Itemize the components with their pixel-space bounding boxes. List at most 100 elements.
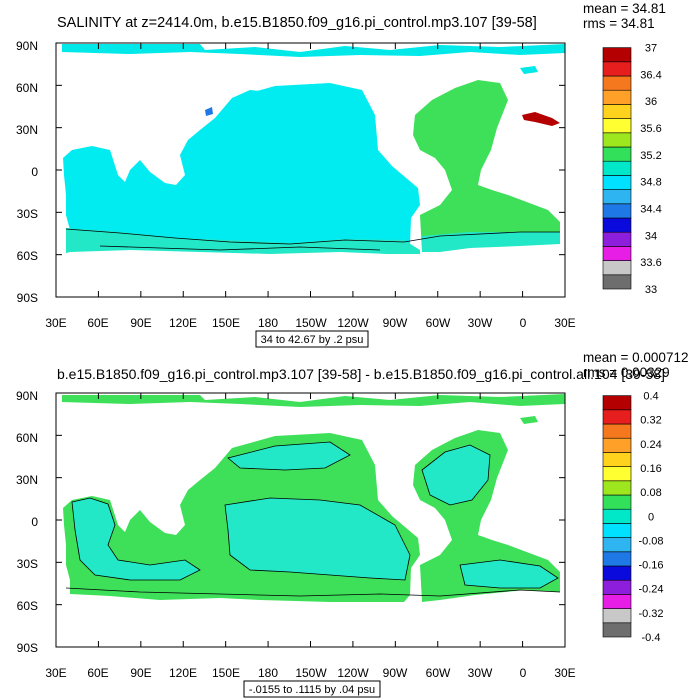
bottom-arctic-patch [520, 416, 538, 424]
lat-tick-label: 90N [16, 39, 38, 53]
lon-tick-label: 90E [130, 666, 151, 680]
lat-tick-label: 60S [17, 249, 38, 263]
bottom-axis-ticks [55, 392, 566, 648]
colorbar-swatch [602, 608, 632, 624]
colorbar-label: -0.24 [638, 584, 663, 596]
colorbar-swatch [602, 189, 632, 205]
bottom-pacific-teal [225, 498, 410, 580]
top-atlantic-ocean [413, 80, 560, 252]
colorbar-swatch [602, 579, 632, 595]
lon-tick-label: 180 [258, 666, 278, 680]
lon-tick-label: 90E [130, 316, 151, 330]
lon-tick-label: 30E [45, 666, 66, 680]
colorbar-label: 0.4 [643, 391, 658, 403]
colorbar-swatch [602, 480, 632, 496]
top-mediterranean-patch [522, 112, 560, 126]
colorbar-label: -0.4 [642, 632, 661, 644]
lon-tick-label: 90W [383, 666, 408, 680]
colorbar-swatch [602, 523, 632, 538]
colorbar-swatch [602, 260, 632, 276]
top-panel: SALINITY at z=2414.0m, b.e15.B1850.f09_g… [16, 1, 666, 348]
lat-tick-label: 90N [16, 389, 38, 403]
colorbar-swatch [602, 395, 632, 411]
lon-tick-label: 30E [45, 316, 66, 330]
lon-tick-label: 60W [426, 316, 451, 330]
lat-tick-label: 30S [17, 207, 38, 221]
bottom-mean-label: mean = 0.000712 [583, 350, 688, 365]
top-arctic-patch [520, 66, 538, 74]
lat-tick-label: 60S [17, 599, 38, 613]
lon-tick-label: 30W [468, 316, 493, 330]
lat-tick-label: 60N [16, 81, 38, 95]
bottom-rms-label: rms = 0.00329 [583, 365, 670, 380]
lon-tick-label: 30E [554, 666, 575, 680]
lat-tick-label: 90S [17, 291, 38, 305]
colorbar-swatch [602, 104, 632, 119]
colorbar-swatch [602, 423, 632, 439]
bottom-pacific-teal [228, 442, 350, 470]
colorbar-swatch [602, 622, 632, 638]
colorbar-swatch [602, 274, 632, 290]
colorbar-label: 0.08 [640, 487, 661, 499]
top-antarctica [56, 250, 565, 296]
lat-tick-label: 0 [31, 165, 38, 179]
lon-tick-label: 120W [337, 316, 369, 330]
colorbar-swatch [602, 494, 632, 510]
lon-tick-label: 120E [169, 316, 197, 330]
bottom-arctic-ocean [62, 394, 565, 407]
colorbar-swatch [602, 231, 632, 247]
bottom-panel: b.e15.B1850.f09_g16.pi_control.mp3.107 [… [16, 350, 688, 698]
colorbar-label: 36.4 [640, 69, 661, 81]
colorbar-swatch [602, 452, 632, 467]
bottom-atlantic-teal [460, 560, 558, 588]
lon-tick-label: 120W [337, 666, 369, 680]
top-colorbar: 33 33.6 34 34.4 34.8 35.2 35.6 36 36.4 37 [602, 43, 662, 296]
top-mean-label: mean = 34.81 [583, 1, 666, 16]
lon-tick-label: 150E [212, 316, 240, 330]
colorbar-label: -0.16 [638, 560, 663, 572]
bottom-contour-line [65, 587, 561, 597]
colorbar-label: 0.16 [640, 463, 661, 475]
colorbar-label: 35.2 [640, 150, 661, 162]
lon-tick-label: 180 [258, 316, 278, 330]
top-contour-line [65, 228, 560, 245]
lat-tick-label: 60N [16, 431, 38, 445]
lon-tick-label: 30W [468, 666, 493, 680]
top-map [56, 44, 565, 296]
colorbar-swatch [602, 146, 632, 162]
bottom-colorbar: -0.4 -0.32 -0.24 -0.16 -0.08 0 0.08 0.16 0.24 0.3… [602, 391, 664, 644]
colorbar-swatch [602, 565, 632, 581]
colorbar-swatch [602, 537, 632, 553]
colorbar-label: 33.6 [640, 257, 661, 269]
colorbar-label: 34.8 [640, 177, 661, 189]
colorbar-swatch [602, 75, 632, 91]
lon-tick-label: 120E [169, 666, 197, 680]
bottom-contour-line [227, 441, 351, 471]
colorbar-label: 0.32 [640, 415, 661, 427]
colorbar-swatch [602, 437, 632, 453]
colorbar-swatch [602, 594, 632, 609]
lon-tick-label: 0 [520, 316, 527, 330]
bottom-lat-axis: 90N 60N 30N 0 30S 60S 90S [16, 389, 38, 655]
lat-tick-label: 0 [31, 515, 38, 529]
top-lat-axis: 90N 60N 30N 0 30S 60S 90S [16, 39, 38, 305]
colorbar-label: -0.32 [638, 608, 663, 620]
colorbar-swatch [602, 118, 632, 134]
bottom-atlantic-teal [422, 445, 490, 505]
colorbar-swatch [602, 246, 632, 261]
bottom-contour-line [421, 444, 491, 506]
lon-tick-label: 60E [87, 316, 108, 330]
lon-tick-label: 150W [295, 666, 327, 680]
colorbar-swatch [602, 175, 632, 190]
colorbar-label: 34 [645, 230, 657, 242]
lon-tick-label: 0 [520, 666, 527, 680]
top-rms-label: rms = 34.81 [583, 16, 655, 31]
lon-tick-label: 150E [212, 666, 240, 680]
bottom-contour-line [224, 497, 411, 581]
lon-tick-label: 60E [87, 666, 108, 680]
top-atlantic-southern [422, 232, 560, 252]
lon-tick-label: 30E [554, 316, 575, 330]
top-contour-info-box [255, 330, 369, 348]
colorbar-label: 34.4 [640, 204, 661, 216]
